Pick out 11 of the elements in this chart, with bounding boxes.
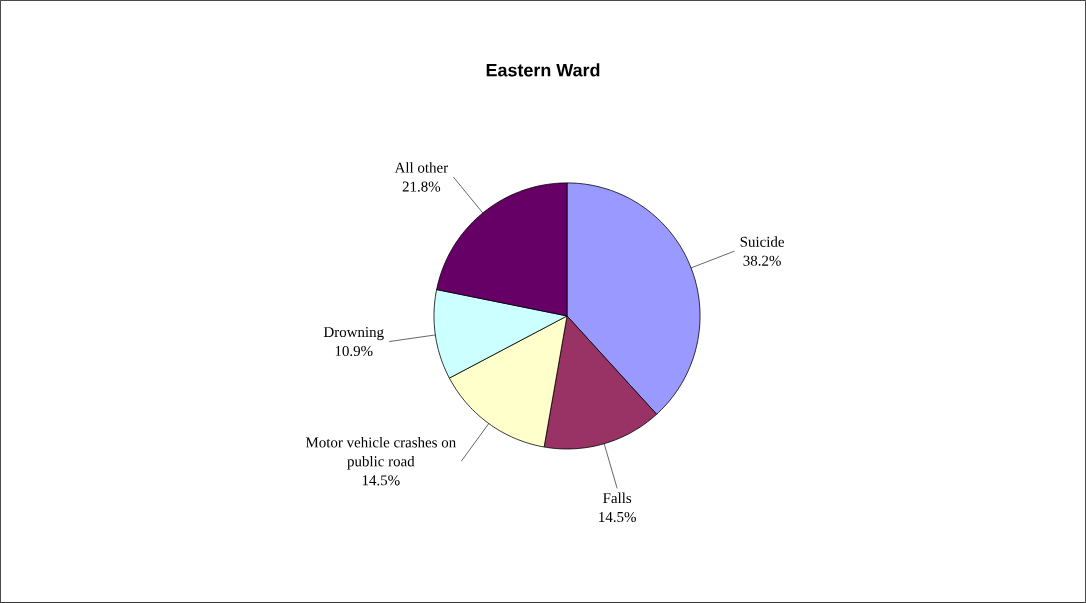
slice-label: Suicide [740, 236, 784, 247]
data-label: 21.8% [402, 181, 441, 192]
data-label: 14.5% [599, 512, 636, 523]
slice-label: Motor vehicle crashes on public road [305, 437, 456, 470]
slice-label: Falls [603, 492, 632, 504]
chart-title: Eastern Ward [486, 63, 600, 77]
data-label: 14.5% [362, 475, 400, 486]
slice-label: Drowning [323, 327, 384, 341]
slice-label: All other [394, 162, 448, 173]
data-label: 38.2% [743, 255, 781, 266]
data-label: 10.9% [335, 345, 373, 357]
